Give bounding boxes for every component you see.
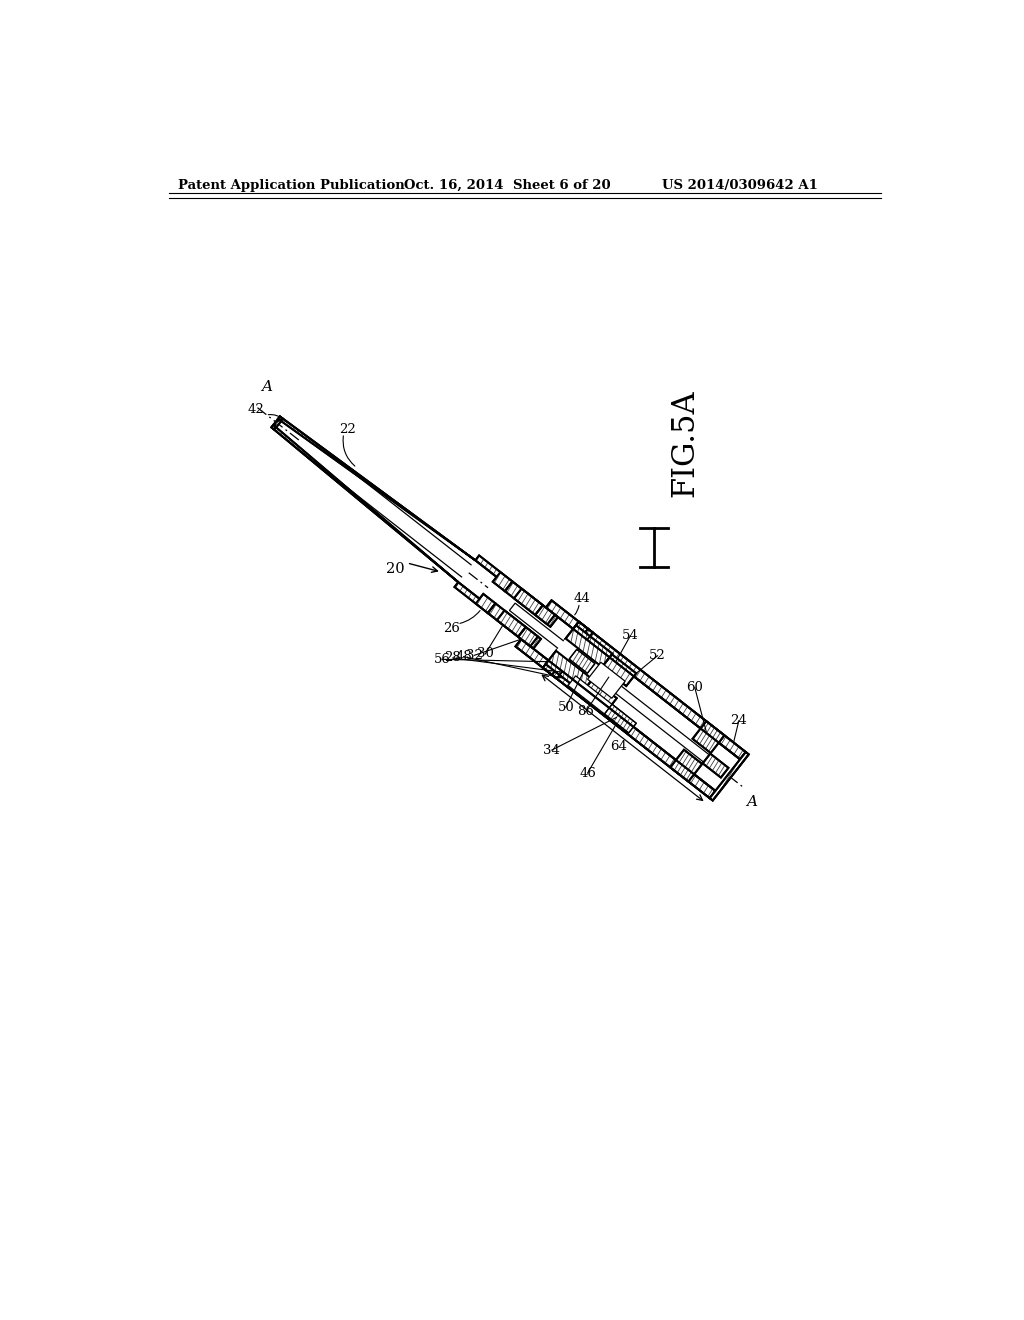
Polygon shape xyxy=(552,668,562,678)
Text: 34: 34 xyxy=(544,743,560,756)
Polygon shape xyxy=(573,622,745,759)
Polygon shape xyxy=(565,626,612,667)
Polygon shape xyxy=(569,649,595,673)
Polygon shape xyxy=(295,434,471,577)
Polygon shape xyxy=(565,626,612,667)
Polygon shape xyxy=(546,601,588,636)
Text: 20: 20 xyxy=(386,562,404,576)
Polygon shape xyxy=(588,663,625,698)
Polygon shape xyxy=(497,610,525,636)
Polygon shape xyxy=(546,651,593,693)
Polygon shape xyxy=(515,639,558,675)
Polygon shape xyxy=(271,425,459,582)
Text: 86: 86 xyxy=(578,705,594,718)
Polygon shape xyxy=(515,639,558,675)
Polygon shape xyxy=(583,628,593,640)
Polygon shape xyxy=(710,752,749,800)
Polygon shape xyxy=(496,591,551,639)
Polygon shape xyxy=(702,754,728,777)
Text: Patent Application Publication: Patent Application Publication xyxy=(178,178,406,191)
Text: 26: 26 xyxy=(443,622,460,635)
Polygon shape xyxy=(549,628,740,791)
Text: 44: 44 xyxy=(573,591,590,605)
Polygon shape xyxy=(475,556,512,591)
Polygon shape xyxy=(671,750,702,781)
Text: 48: 48 xyxy=(456,651,472,663)
Polygon shape xyxy=(514,589,543,615)
Polygon shape xyxy=(573,622,745,759)
Polygon shape xyxy=(568,676,625,723)
Polygon shape xyxy=(692,721,724,752)
Polygon shape xyxy=(483,582,505,603)
Polygon shape xyxy=(604,705,636,733)
Text: 32: 32 xyxy=(466,649,482,661)
Text: 50: 50 xyxy=(557,701,574,714)
Polygon shape xyxy=(546,601,588,636)
Polygon shape xyxy=(692,721,724,752)
Polygon shape xyxy=(602,655,636,686)
Text: 52: 52 xyxy=(649,649,666,663)
Text: 46: 46 xyxy=(580,767,596,780)
Text: A: A xyxy=(746,796,757,809)
Polygon shape xyxy=(455,582,496,612)
Polygon shape xyxy=(552,668,562,678)
Polygon shape xyxy=(556,639,602,680)
Polygon shape xyxy=(279,416,475,560)
Polygon shape xyxy=(604,705,636,733)
Text: Sheet 6 of 20: Sheet 6 of 20 xyxy=(513,178,611,191)
Polygon shape xyxy=(569,649,595,673)
Polygon shape xyxy=(510,603,713,764)
Polygon shape xyxy=(546,651,593,693)
Polygon shape xyxy=(518,627,538,647)
Polygon shape xyxy=(543,660,716,799)
Text: 64: 64 xyxy=(610,739,627,752)
Text: Oct. 16, 2014: Oct. 16, 2014 xyxy=(403,178,504,191)
Text: FIG.5A: FIG.5A xyxy=(670,389,700,498)
Text: 28: 28 xyxy=(444,652,461,664)
Polygon shape xyxy=(671,750,702,781)
Polygon shape xyxy=(475,556,512,591)
Text: 42: 42 xyxy=(247,403,264,416)
Polygon shape xyxy=(710,752,749,800)
Polygon shape xyxy=(455,582,496,612)
Polygon shape xyxy=(583,628,593,640)
Polygon shape xyxy=(487,603,541,648)
Polygon shape xyxy=(487,603,541,648)
Polygon shape xyxy=(543,660,716,799)
Polygon shape xyxy=(536,606,555,624)
Polygon shape xyxy=(505,582,558,627)
Polygon shape xyxy=(271,416,283,430)
Text: US 2014/0309642 A1: US 2014/0309642 A1 xyxy=(662,178,818,191)
Polygon shape xyxy=(518,627,538,647)
Polygon shape xyxy=(536,606,555,624)
Polygon shape xyxy=(271,416,283,430)
Polygon shape xyxy=(602,655,636,686)
Text: 54: 54 xyxy=(622,630,639,643)
Text: A: A xyxy=(261,380,272,393)
Text: 30: 30 xyxy=(477,648,494,660)
Polygon shape xyxy=(583,680,616,711)
Polygon shape xyxy=(543,622,745,799)
Polygon shape xyxy=(271,425,459,582)
Polygon shape xyxy=(583,680,616,711)
Text: 22: 22 xyxy=(339,422,356,436)
Polygon shape xyxy=(279,416,475,560)
Text: 56: 56 xyxy=(433,653,451,665)
Polygon shape xyxy=(514,589,543,615)
Polygon shape xyxy=(497,610,525,636)
Text: 60: 60 xyxy=(686,681,703,694)
Polygon shape xyxy=(702,754,728,777)
Text: 24: 24 xyxy=(730,714,748,727)
Polygon shape xyxy=(505,582,558,627)
